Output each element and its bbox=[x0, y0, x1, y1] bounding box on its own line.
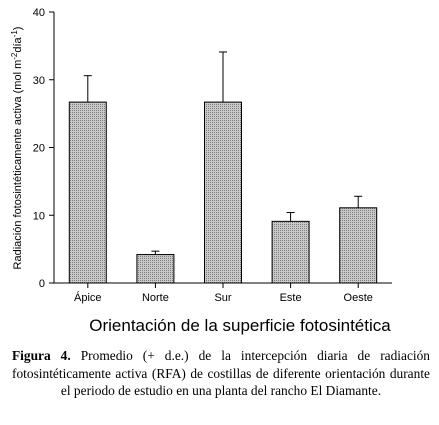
y-tick-label: 20 bbox=[33, 143, 45, 155]
x-tick-label: Ápice bbox=[74, 291, 102, 304]
y-tick-label: 30 bbox=[33, 75, 45, 87]
x-axis-label: Orientación de la superficie fotosintéti… bbox=[89, 316, 391, 335]
y-axis-label: Radiación fotosintéticamente activa (mol… bbox=[10, 27, 24, 270]
bar bbox=[68, 101, 107, 284]
caption-label: Figura 4. bbox=[12, 348, 71, 363]
figure-caption: Figura 4. Promedio (+ d.e.) de la interc… bbox=[12, 347, 430, 400]
x-tick-label: Sur bbox=[214, 292, 231, 304]
bar bbox=[271, 220, 310, 284]
bar bbox=[204, 101, 242, 284]
y-tick-label: 40 bbox=[33, 7, 45, 19]
x-tick-label: Oeste bbox=[344, 292, 373, 304]
bar bbox=[136, 254, 175, 284]
y-tick-label: 0 bbox=[39, 278, 45, 290]
x-tick-label: Norte bbox=[142, 292, 169, 304]
y-tick-label: 10 bbox=[33, 210, 45, 222]
bar bbox=[339, 207, 378, 284]
bars bbox=[68, 51, 378, 284]
bar-chart: 0 10 20 30 40 Ápice Norte Sur Este Oeste Radiaci… bbox=[10, 7, 392, 335]
x-tick-label: Este bbox=[280, 292, 302, 304]
x-tick-labels: Ápice Norte Sur Este Oeste bbox=[74, 283, 373, 304]
y-ticks: 0 10 20 30 40 bbox=[33, 7, 54, 290]
caption-text: Promedio (+ d.e.) de la intercepción dia… bbox=[12, 348, 431, 398]
